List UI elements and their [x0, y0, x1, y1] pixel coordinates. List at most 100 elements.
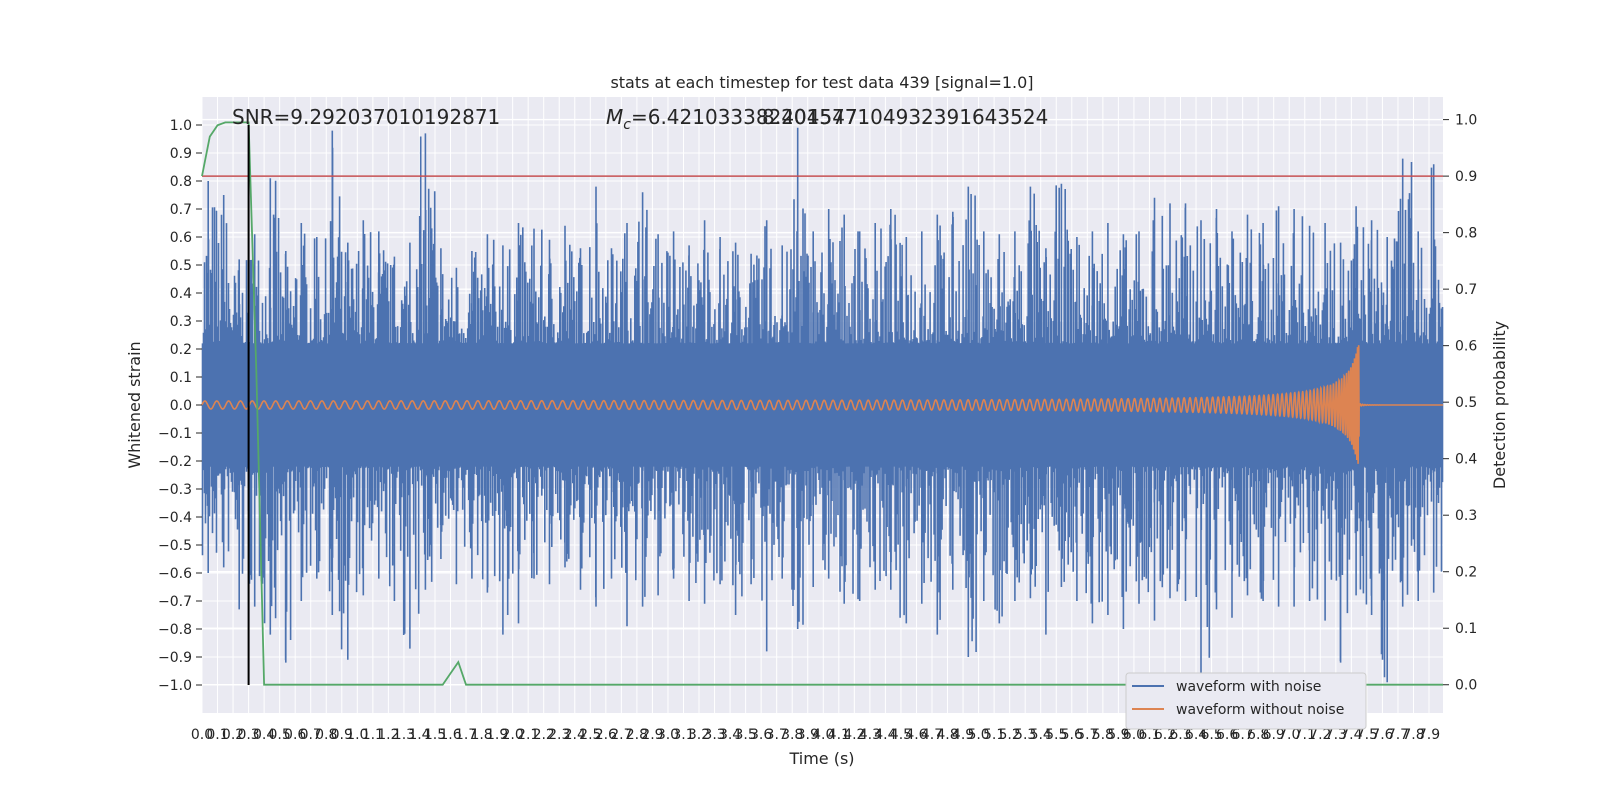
x-tick-label: 6.5	[1200, 727, 1222, 743]
x-tick-label: 3.0	[657, 727, 679, 743]
x-tick-label: 5.6	[1061, 727, 1083, 743]
x-tick-label: 1.3	[393, 727, 415, 743]
y-tick-label-right: 0.8	[1455, 226, 1477, 242]
x-tick-label: 6.4	[1185, 727, 1207, 743]
x-tick-label: 4.0	[812, 727, 834, 743]
x-tick-label: 4.1	[828, 727, 850, 743]
x-tick-label: 6.8	[1247, 727, 1269, 743]
y-tick-label-right: 1.0	[1455, 113, 1477, 129]
x-tick-label: 1.1	[362, 727, 384, 743]
snr-annotation: SNR=9.292037010192871	[232, 105, 500, 129]
x-tick-label: 7.5	[1356, 727, 1378, 743]
y-axis-right-title: Detection probability	[1490, 321, 1509, 489]
chirp-mass-annotation: Mc=6.421033382404547	[606, 105, 858, 133]
x-tick-label: 4.5	[890, 727, 912, 743]
x-axis: 0.00.10.20.30.40.50.60.70.80.91.01.11.21…	[191, 727, 1440, 743]
x-tick-label: 6.6	[1216, 727, 1238, 743]
overlap-annotation: 8.2015771049323916435​24	[762, 105, 1048, 129]
x-tick-label: 5.2	[999, 727, 1021, 743]
x-tick-label: 3.1	[672, 727, 694, 743]
y-tick-label-left: −0.7	[158, 594, 192, 610]
y-tick-label-left: 0.1	[170, 370, 192, 386]
y-tick-label-left: −0.1	[158, 426, 192, 442]
y-tick-label-right: 0.3	[1455, 508, 1477, 524]
x-tick-label: 3.4	[719, 727, 741, 743]
y-tick-label-left: 1.0	[170, 118, 192, 134]
legend-label-clean: waveform without noise	[1176, 702, 1344, 718]
x-tick-label: 3.5	[734, 727, 756, 743]
y-tick-label-left: −0.2	[158, 454, 192, 470]
y-tick-label-left: −0.6	[158, 566, 192, 582]
y-tick-label-left: −1.0	[158, 678, 192, 694]
x-tick-label: 6.3	[1169, 727, 1191, 743]
x-tick-label: 2.5	[579, 727, 601, 743]
x-tick-label: 5.0	[967, 727, 989, 743]
x-tick-label: 2.4	[564, 727, 586, 743]
x-tick-label: 1.7	[455, 727, 477, 743]
x-tick-label: 7.6	[1371, 727, 1393, 743]
legend-label-noise: waveform with noise	[1176, 679, 1321, 695]
legend: waveform with noise waveform without noi…	[1125, 672, 1367, 730]
y-tick-label-right: 0.4	[1455, 452, 1477, 468]
x-tick-label: 0.0	[191, 727, 213, 743]
x-tick-label: 2.8	[626, 727, 648, 743]
y-tick-label-left: −0.8	[158, 622, 192, 638]
y-tick-label-right: 0.1	[1455, 621, 1477, 637]
x-tick-label: 1.2	[377, 727, 399, 743]
x-tick-label: 4.7	[921, 727, 943, 743]
x-tick-label: 4.3	[859, 727, 881, 743]
x-tick-label: 0.1	[206, 727, 228, 743]
y-tick-label-left: 0.7	[170, 202, 192, 218]
x-tick-label: 7.7	[1387, 727, 1409, 743]
y-axis-left-title: Whitened strain	[125, 341, 144, 468]
x-tick-label: 1.4	[408, 727, 430, 743]
x-tick-label: 0.4	[253, 727, 275, 743]
x-tick-label: 0.8	[315, 727, 337, 743]
x-tick-label: 7.9	[1418, 727, 1440, 743]
x-tick-label: 6.9	[1263, 727, 1285, 743]
x-tick-label: 2.7	[610, 727, 632, 743]
x-tick-label: 3.2	[688, 727, 710, 743]
y-tick-label-right: 0.9	[1455, 169, 1477, 185]
x-tick-label: 0.5	[269, 727, 291, 743]
x-tick-label: 5.9	[1107, 727, 1129, 743]
x-tick-label: 3.9	[797, 727, 819, 743]
x-tick-label: 5.7	[1076, 727, 1098, 743]
x-tick-label: 4.2	[843, 727, 865, 743]
x-tick-label: 5.1	[983, 727, 1005, 743]
x-tick-label: 1.5	[424, 727, 446, 743]
y-tick-label-left: −0.3	[158, 482, 192, 498]
x-tick-label: 4.6	[905, 727, 927, 743]
x-tick-label: 5.8	[1092, 727, 1114, 743]
x-tick-label: 7.3	[1325, 727, 1347, 743]
x-tick-label: 4.8	[936, 727, 958, 743]
x-tick-label: 1.6	[439, 727, 461, 743]
x-tick-label: 4.9	[952, 727, 974, 743]
y-tick-label-left: −0.4	[158, 510, 192, 526]
x-tick-label: 7.0	[1278, 727, 1300, 743]
x-tick-label: 2.3	[548, 727, 570, 743]
x-tick-label: 5.3	[1014, 727, 1036, 743]
x-tick-label: 0.3	[237, 727, 259, 743]
x-tick-label: 3.6	[750, 727, 772, 743]
y-axis-left: 1.0 0.9 0.8 0.7 0.6 0.5 0.4 0.3 0.2 0.1 0.0 −0.1 −0.…	[158, 118, 202, 694]
y-tick-label-left: 0.4	[170, 286, 192, 302]
y-tick-label-left: 0.9	[170, 146, 192, 162]
y-tick-label-left: 0.3	[170, 314, 192, 330]
x-tick-label: 6.1	[1138, 727, 1160, 743]
x-tick-label: 7.8	[1402, 727, 1424, 743]
x-tick-label: 0.9	[331, 727, 353, 743]
y-axis-right: 1.0 0.9 0.8 0.7 0.6 0.5 0.4 0.3 0.2 0.1 0.0	[1443, 113, 1477, 694]
x-tick-label: 4.4	[874, 727, 896, 743]
x-tick-label: 7.4	[1340, 727, 1362, 743]
y-tick-label-right: 0.7	[1455, 282, 1477, 298]
x-axis-title: Time (s)	[788, 749, 854, 768]
probability-trace	[201, 121, 1443, 686]
x-tick-label: 2.9	[641, 727, 663, 743]
x-tick-label: 2.6	[595, 727, 617, 743]
y-tick-label-right: 0.2	[1455, 565, 1477, 581]
y-tick-label-right: 0.6	[1455, 339, 1477, 355]
y-tick-label-left: 0.2	[170, 342, 192, 358]
x-tick-label: 5.5	[1045, 727, 1067, 743]
